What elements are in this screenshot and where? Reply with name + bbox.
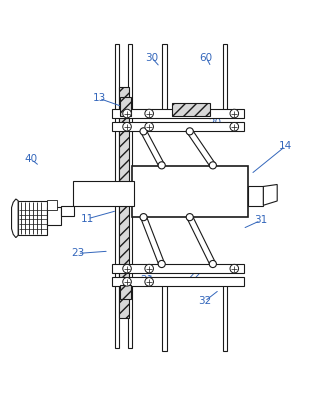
Text: 60: 60 xyxy=(200,53,213,63)
Bar xyxy=(61,206,74,215)
Bar xyxy=(223,44,227,113)
Polygon shape xyxy=(263,185,277,205)
Circle shape xyxy=(123,109,131,118)
Text: 32: 32 xyxy=(198,296,211,306)
Bar xyxy=(112,277,244,287)
Text: 14: 14 xyxy=(279,141,292,151)
Text: 40: 40 xyxy=(25,154,38,164)
Bar xyxy=(223,281,227,351)
Circle shape xyxy=(186,128,193,135)
Text: 22: 22 xyxy=(188,270,201,280)
Bar xyxy=(162,281,167,351)
Text: 30: 30 xyxy=(145,53,158,63)
Bar xyxy=(120,98,131,115)
Circle shape xyxy=(230,264,239,273)
Polygon shape xyxy=(141,216,164,265)
Circle shape xyxy=(140,128,147,135)
Circle shape xyxy=(186,214,193,221)
Circle shape xyxy=(230,123,239,131)
Bar xyxy=(248,186,263,206)
Circle shape xyxy=(123,264,131,273)
Bar xyxy=(47,207,61,225)
Bar xyxy=(120,285,131,298)
Circle shape xyxy=(145,264,153,273)
Bar xyxy=(119,87,129,318)
Bar xyxy=(112,264,244,273)
Polygon shape xyxy=(12,199,18,238)
Circle shape xyxy=(209,260,216,267)
Bar xyxy=(112,122,244,131)
Text: 11: 11 xyxy=(81,214,94,224)
Bar xyxy=(47,200,57,210)
Text: 31: 31 xyxy=(254,215,267,225)
Bar xyxy=(112,109,244,118)
Polygon shape xyxy=(141,130,164,167)
Bar xyxy=(162,44,167,113)
Polygon shape xyxy=(187,130,215,167)
Text: 12: 12 xyxy=(145,184,158,194)
Text: 21: 21 xyxy=(140,275,153,285)
Bar xyxy=(115,44,119,347)
Circle shape xyxy=(145,109,153,118)
Circle shape xyxy=(209,162,216,169)
Circle shape xyxy=(158,162,165,169)
Circle shape xyxy=(123,277,131,286)
Circle shape xyxy=(145,123,153,131)
Polygon shape xyxy=(187,216,215,265)
Bar xyxy=(73,181,134,206)
Bar xyxy=(128,44,132,347)
Text: 50: 50 xyxy=(135,209,148,219)
Text: 20: 20 xyxy=(208,118,221,128)
Circle shape xyxy=(123,123,131,131)
Text: 13: 13 xyxy=(92,94,106,103)
Circle shape xyxy=(140,214,147,221)
Text: 23: 23 xyxy=(71,248,84,258)
Bar xyxy=(172,103,210,115)
Bar xyxy=(132,166,248,217)
Text: 10: 10 xyxy=(125,123,139,133)
Circle shape xyxy=(158,260,165,267)
Bar xyxy=(18,201,47,235)
Circle shape xyxy=(145,277,153,286)
Circle shape xyxy=(230,109,239,118)
